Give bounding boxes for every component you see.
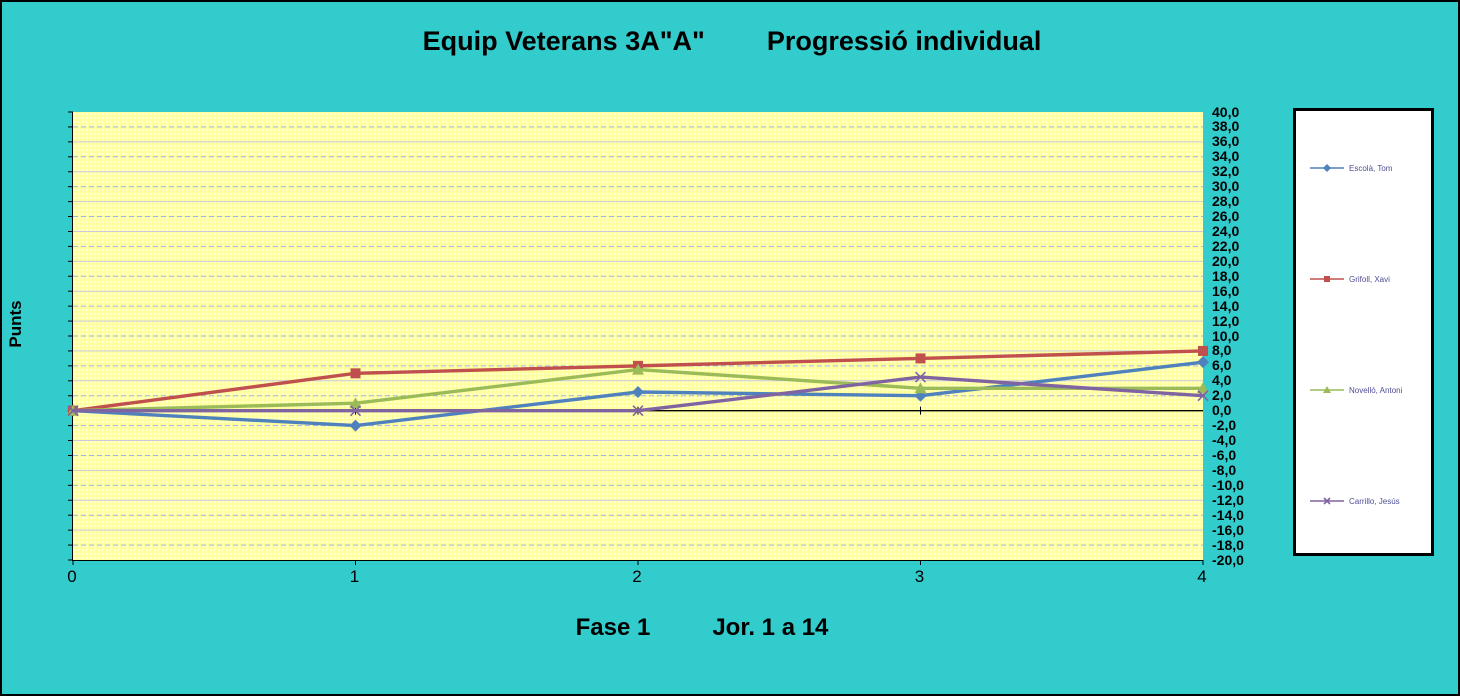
y-tick-label: 26,0 xyxy=(1212,208,1240,225)
legend-label: Escolà, Tom xyxy=(1349,163,1393,173)
series-marker-3 xyxy=(349,405,362,417)
legend-label: Grifoll, Xavi xyxy=(1349,274,1390,284)
y-tick-label: 36,0 xyxy=(1212,133,1240,150)
chart-title-left: Equip Veterans 3A"A" xyxy=(422,26,705,56)
y-tick-label: 0,0 xyxy=(1212,402,1232,419)
y-tick-label: -8,0 xyxy=(1212,461,1237,478)
legend-key-x-icon xyxy=(1310,497,1344,505)
series-marker-1 xyxy=(1198,345,1208,356)
y-tick-label: 18,0 xyxy=(1212,267,1240,284)
x-axis-title-right: Jor. 1 a 14 xyxy=(712,614,829,641)
y-tick-label: -6,0 xyxy=(1212,446,1237,463)
legend-label: Novelló, Antoni xyxy=(1349,385,1403,395)
y-tick-label: 2,0 xyxy=(1212,387,1232,404)
y-axis-title: Punts xyxy=(6,300,25,348)
y-tick-label: 30,0 xyxy=(1212,178,1240,195)
y-tick-label: 28,0 xyxy=(1212,193,1240,210)
legend-box: Escolà, Tom Grifoll, Xavi Novelló, Antoni C… xyxy=(1293,108,1434,556)
x-axis-title-left: Fase 1 xyxy=(575,614,651,641)
series-marker-1 xyxy=(915,353,926,364)
series-marker-0 xyxy=(632,386,644,398)
y-tick-label: 10,0 xyxy=(1212,327,1240,344)
y-tick-label: 24,0 xyxy=(1212,222,1240,239)
series-marker-0 xyxy=(1197,356,1209,369)
y-tick-label: 16,0 xyxy=(1212,282,1240,299)
series-plot xyxy=(67,111,1209,565)
legend-key-square-icon xyxy=(1310,276,1344,282)
x-tick-label: 4 xyxy=(1197,567,1207,586)
legend-key-triangle-icon xyxy=(1310,386,1344,393)
series-marker-3 xyxy=(1197,390,1209,402)
y-tick-label: 20,0 xyxy=(1212,252,1240,269)
x-axis-title: Fase 1 Jor. 1 a 14 xyxy=(2,614,1402,642)
legend-item-2: Novelló, Antoni xyxy=(1310,384,1402,396)
legend-item-3: Carrillo, Jesús xyxy=(1310,495,1400,507)
x-tick-label: 3 xyxy=(914,567,925,586)
chart-title: Equip Veterans 3A"A" Progressió individu… xyxy=(2,26,1458,57)
series-marker-1 xyxy=(350,368,361,379)
series-marker-2 xyxy=(632,363,644,375)
y-tick-label: 8,0 xyxy=(1212,342,1232,359)
y-tick-label: -18,0 xyxy=(1212,536,1244,553)
y-tick-label: -4,0 xyxy=(1212,432,1237,449)
y-tick-label: 14,0 xyxy=(1212,297,1240,314)
y-tick-label: 22,0 xyxy=(1212,237,1240,254)
series-marker-2 xyxy=(349,397,362,409)
y-tick-label: -2,0 xyxy=(1212,417,1237,434)
legend-label: Carrillo, Jesús xyxy=(1349,496,1400,506)
series-marker-0 xyxy=(349,419,362,432)
chart-title-right: Progressió individual xyxy=(766,26,1042,56)
legend-item-0: Escolà, Tom xyxy=(1310,162,1392,174)
y-tick-label: 38,0 xyxy=(1212,118,1240,135)
series-marker-2 xyxy=(1197,382,1209,394)
x-tick-label: 1 xyxy=(349,567,360,586)
y-tick-label: -12,0 xyxy=(1212,491,1244,508)
y-tick-label: 34,0 xyxy=(1212,148,1240,165)
series-marker-3 xyxy=(632,405,644,417)
y-tick-label: 4,0 xyxy=(1212,372,1232,389)
legend-item-1: Grifoll, Xavi xyxy=(1310,273,1390,285)
y-tick-label: 12,0 xyxy=(1212,312,1240,329)
series-marker-2 xyxy=(914,382,927,394)
series-marker-3 xyxy=(914,371,927,383)
plot-area xyxy=(67,111,1209,565)
series-marker-3 xyxy=(67,405,79,417)
y-tick-label: -10,0 xyxy=(1212,476,1244,493)
y-tick-label: 40,0 xyxy=(1212,103,1240,120)
y-tick-label: -20,0 xyxy=(1212,551,1244,568)
y-tick-label: 32,0 xyxy=(1212,163,1240,180)
legend-key-diamond-icon xyxy=(1310,164,1344,172)
y-tick-label: -14,0 xyxy=(1212,506,1244,523)
y-tick-label: 6,0 xyxy=(1212,357,1232,374)
x-tick-label: 0 xyxy=(67,567,77,586)
y-tick-label: -16,0 xyxy=(1212,521,1244,538)
x-tick-label: 2 xyxy=(632,567,642,586)
